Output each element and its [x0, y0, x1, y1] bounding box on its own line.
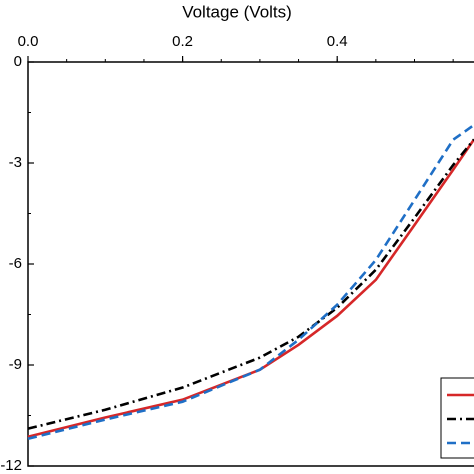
y-tick-label: 0 [14, 53, 22, 70]
plot-frame [27, 61, 474, 467]
series-line [27, 123, 474, 440]
series-line [27, 138, 474, 438]
x-axis-label: Voltage (Volts) [182, 2, 292, 21]
y-tick-label: -12 [0, 457, 22, 474]
x-tick-label: 0.2 [172, 33, 193, 50]
y-tick-label: -9 [9, 356, 22, 373]
series-line [27, 138, 474, 430]
x-tick-label: 0.4 [327, 33, 348, 50]
y-tick-label: -6 [9, 255, 22, 272]
x-tick-label: 0.0 [18, 33, 39, 50]
y-tick-label: -3 [9, 154, 22, 171]
